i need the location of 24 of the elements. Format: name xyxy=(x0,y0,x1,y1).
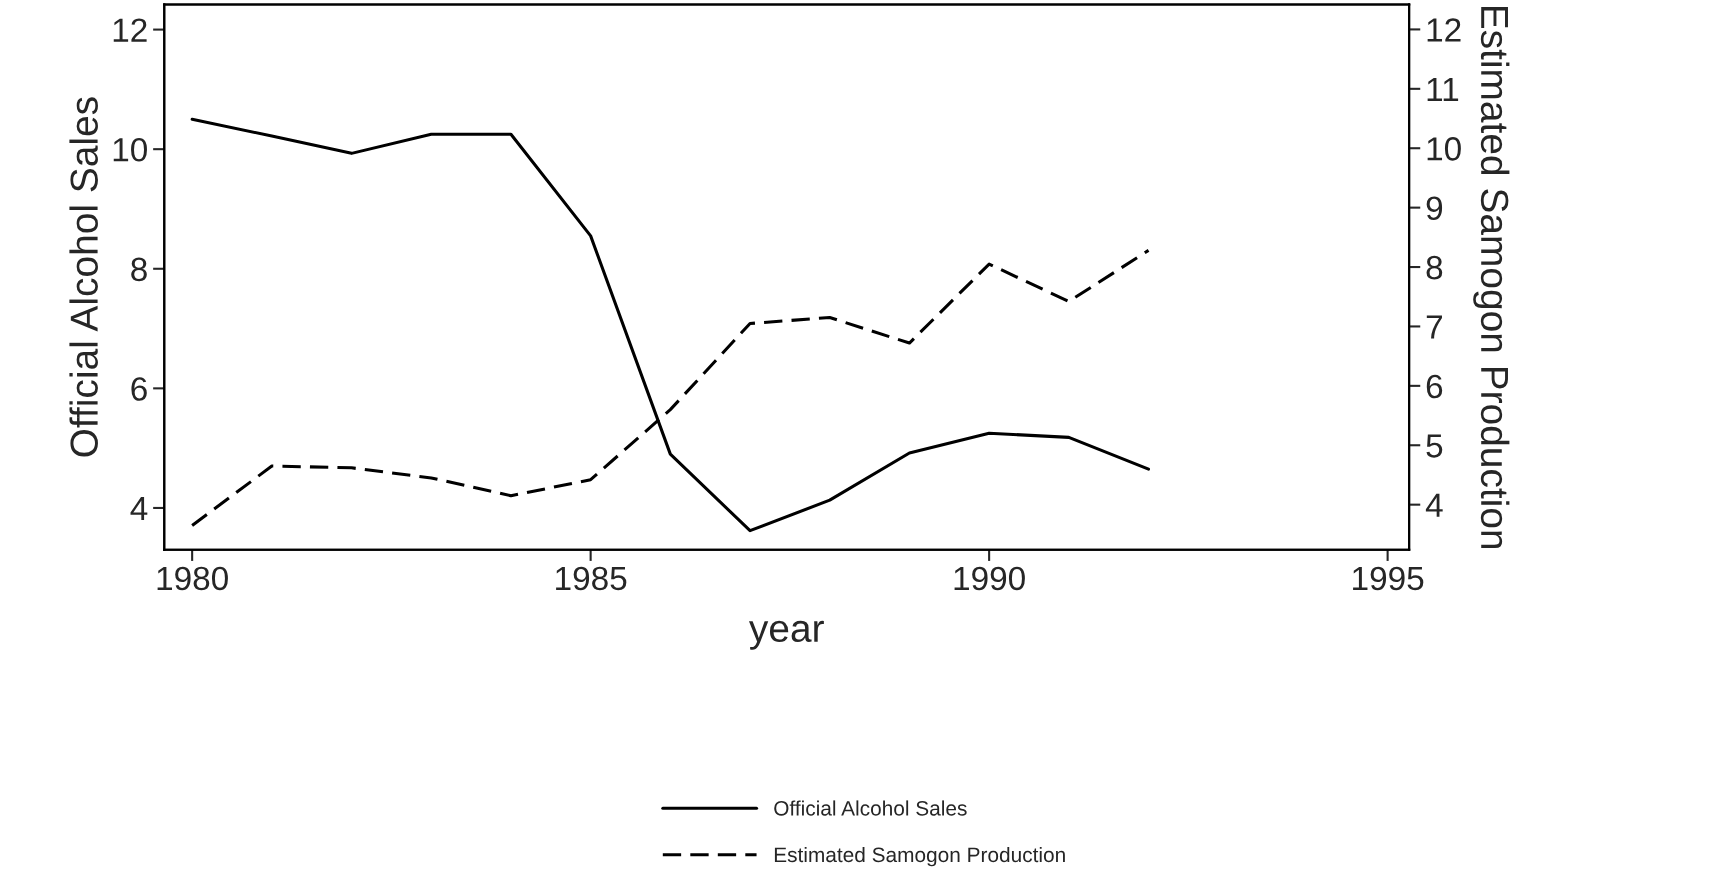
line-series xyxy=(190,117,1151,533)
y2-axis-title: Estimated Samogon Production xyxy=(1473,6,1510,549)
y-tick-label: 6 xyxy=(131,377,147,401)
legend-label: Estimated Samogon Production xyxy=(774,846,1065,867)
y2-tick-label: 7 xyxy=(1426,315,1442,339)
x-axis-title: year xyxy=(748,620,824,650)
x-tick-label: 1985 xyxy=(556,566,627,591)
x-tick-label: 1980 xyxy=(157,566,228,591)
y-tick-label: 12 xyxy=(113,18,147,42)
y2-tick-label: 6 xyxy=(1426,374,1443,399)
y2-tick-label: 11 xyxy=(1427,77,1459,101)
x-tick-label: 1995 xyxy=(1353,566,1424,591)
y2-tick-label: 10 xyxy=(1427,137,1461,161)
y-tick-label: 4 xyxy=(130,497,148,521)
y2-tick-label: 4 xyxy=(1425,493,1443,517)
y2-tick-label: 8 xyxy=(1426,255,1443,280)
y2-tick-label: 5 xyxy=(1426,434,1443,458)
y2-tick-label: 12 xyxy=(1427,18,1461,42)
y-tick-label: 10 xyxy=(113,137,147,162)
y-axis-title: Official Alcohol Sales xyxy=(69,97,98,457)
y2-tick-label: 9 xyxy=(1426,196,1443,221)
legend-label: Official Alcohol Sales xyxy=(774,800,967,816)
y-tick-label: 8 xyxy=(131,257,147,282)
x-tick-label: 1990 xyxy=(954,566,1025,591)
